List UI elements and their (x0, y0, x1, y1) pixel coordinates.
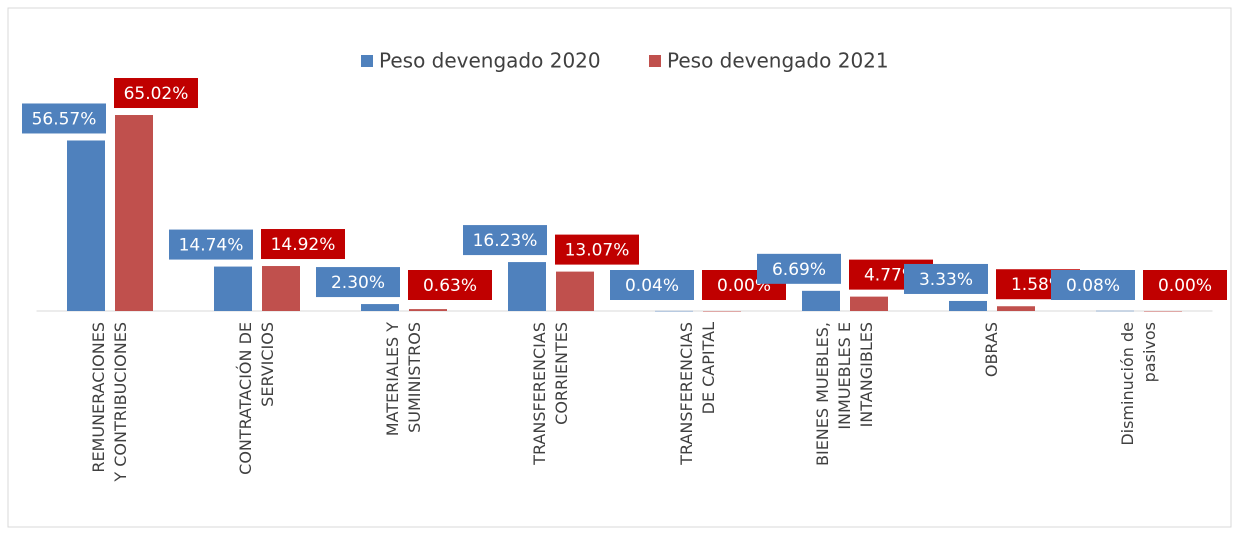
bar (655, 310, 693, 312)
data-label-box (904, 263, 988, 294)
bar (115, 115, 153, 312)
legend-label: Peso devengado 2021 (667, 49, 889, 73)
data-label-box (22, 103, 106, 134)
data-label: 3.33% (919, 270, 973, 290)
x-tick-label-line: INMUEBLES E (835, 322, 854, 430)
x-tick-label-line: BIENES MUEBLES, (813, 322, 832, 466)
data-label-box (757, 253, 841, 284)
data-label: 0.00% (1158, 276, 1212, 296)
x-tick-label-line: TRANSFERENCIAS (677, 322, 696, 466)
bar (214, 266, 252, 311)
data-label: 0.04% (625, 276, 679, 296)
x-tick-label-line: pasivos (1140, 322, 1159, 382)
data-label-box (316, 267, 400, 298)
x-tick-label-line: INTANGIBLES (857, 322, 876, 427)
x-tick-label: BIENES MUEBLES, INMUEBLES E INTANGIBLES (813, 322, 876, 466)
data-label: 6.69% (772, 260, 826, 280)
x-tick-label-line: CONTRATACIÓN DE (236, 322, 255, 475)
x-tick-label-line: OBRAS (982, 322, 1001, 377)
x-tick-label: TRANSFERENCIAS CORRIENTES (530, 322, 571, 466)
x-tick-label-line: SUMINISTROS (405, 322, 424, 433)
bar (949, 300, 987, 311)
data-label: 0.08% (1066, 276, 1120, 296)
x-tick-label: OBRAS (982, 322, 1001, 377)
x-tick-label-line: TRANSFERENCIAS (530, 322, 549, 466)
data-label-box (261, 229, 345, 260)
data-label-box (1051, 270, 1135, 300)
data-label: 14.92% (271, 235, 336, 255)
bar (361, 304, 399, 311)
bar (802, 290, 840, 311)
bar (1144, 311, 1182, 312)
x-tick-label-line: SERVICIOS (258, 322, 277, 407)
x-tick-label: Disminución de pasivos (1118, 322, 1159, 446)
bar (556, 271, 594, 311)
x-tick-label-line: CORRIENTES (552, 322, 571, 425)
data-label-box (1143, 270, 1227, 300)
x-tick-label-line: Disminución de (1118, 322, 1137, 446)
data-label-box (169, 229, 253, 260)
bar (409, 309, 447, 311)
chart-border (7, 7, 1232, 528)
bar (67, 140, 105, 311)
bar (703, 311, 741, 312)
data-label-box (114, 78, 198, 109)
data-label: 16.23% (473, 231, 538, 251)
x-tick-label: REMUNERACIONES Y CONTRIBUCIONES (89, 322, 130, 483)
x-tick-label-line: REMUNERACIONES (89, 322, 108, 473)
legend-swatch (649, 55, 661, 67)
data-label-box (610, 270, 694, 300)
legend-label: Peso devengado 2020 (379, 49, 601, 73)
x-tick-label-line: DE CAPITAL (699, 322, 718, 414)
bar (508, 262, 546, 311)
data-label: 2.30% (331, 273, 385, 293)
bar (850, 296, 888, 311)
x-tick-label: CONTRATACIÓN DE SERVICIOS (236, 322, 277, 475)
data-label-box (555, 234, 639, 265)
bar (262, 266, 300, 311)
data-label: 56.57% (32, 109, 97, 129)
data-label-box (463, 225, 547, 256)
x-tick-label-line: Y CONTRIBUCIONES (111, 322, 130, 483)
bar (997, 306, 1035, 311)
x-tick-label-line: MATERIALES Y (383, 322, 402, 436)
data-label: 0.63% (423, 276, 477, 296)
data-label-box (408, 270, 492, 300)
data-label: 65.02% (124, 84, 189, 104)
data-label: 13.07% (565, 241, 630, 261)
x-tick-label: MATERIALES Y SUMINISTROS (383, 322, 424, 436)
bar (1096, 310, 1134, 312)
data-label: 14.74% (179, 236, 244, 256)
legend-swatch (361, 55, 373, 67)
x-tick-label: TRANSFERENCIAS DE CAPITAL (677, 322, 718, 466)
